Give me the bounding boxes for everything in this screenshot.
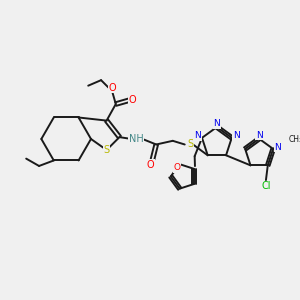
Text: CH₃: CH₃ — [289, 135, 300, 144]
Text: S: S — [187, 140, 193, 149]
Text: S: S — [103, 145, 110, 155]
Text: N: N — [194, 131, 201, 140]
Text: O: O — [108, 82, 116, 92]
Text: N: N — [214, 119, 220, 128]
Text: N: N — [256, 130, 262, 140]
Text: O: O — [173, 164, 180, 172]
Text: O: O — [128, 95, 136, 105]
Text: NH: NH — [129, 134, 143, 144]
Text: Cl: Cl — [261, 182, 271, 191]
Text: N: N — [233, 131, 240, 140]
Text: N: N — [274, 142, 281, 152]
Text: O: O — [147, 160, 154, 170]
